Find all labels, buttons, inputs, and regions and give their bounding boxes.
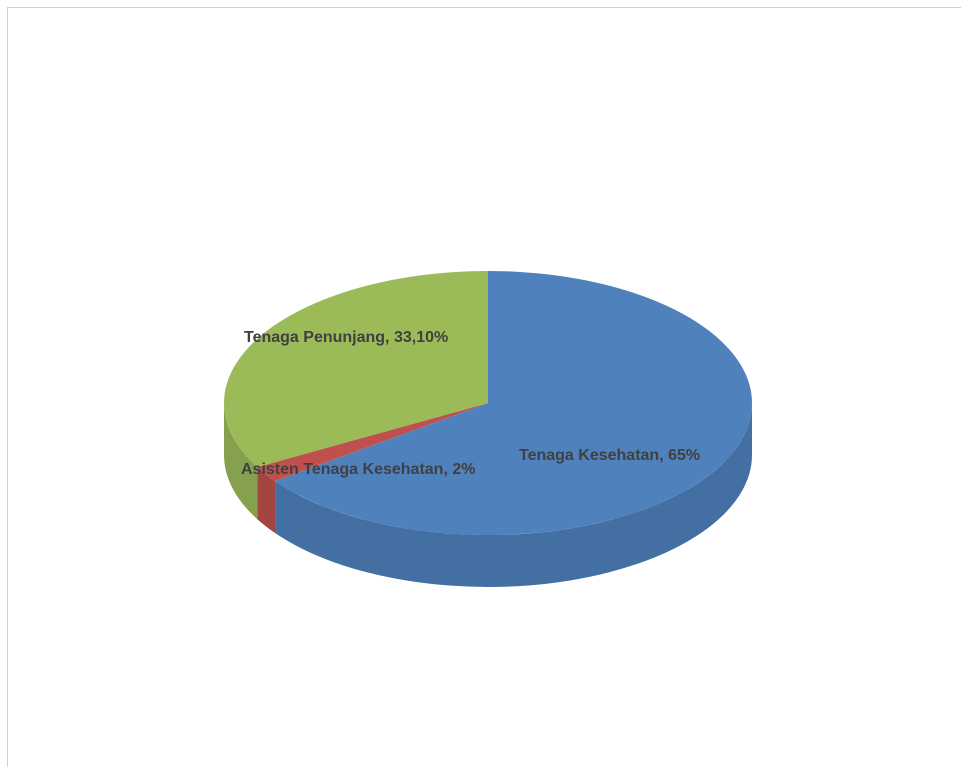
data-label-tenaga-kesehatan: Tenaga Kesehatan, 65% [519,447,700,464]
data-label-asisten-tenaga-kesehatan: Asisten Tenaga Kesehatan, 2% [241,461,475,478]
pie-side-tenaga-kesehatan [275,403,752,587]
pie-slice-tenaga-kesehatan [275,271,752,535]
pie-slice-asisten-tenaga-kesehatan [257,403,488,482]
data-label-tenaga-penunjang: Tenaga Penunjang, 33,10% [244,329,448,346]
pie-side-asisten-tenaga-kesehatan [257,467,276,534]
pie-side-tenaga-penunjang [224,403,258,520]
pie-slice-tenaga-penunjang [223,271,488,468]
pie-side-layer [224,403,752,587]
pie-label-layer: Tenaga Kesehatan, 65% Asisten Tenaga Kese… [241,329,700,478]
pie-top-layer [223,271,752,535]
